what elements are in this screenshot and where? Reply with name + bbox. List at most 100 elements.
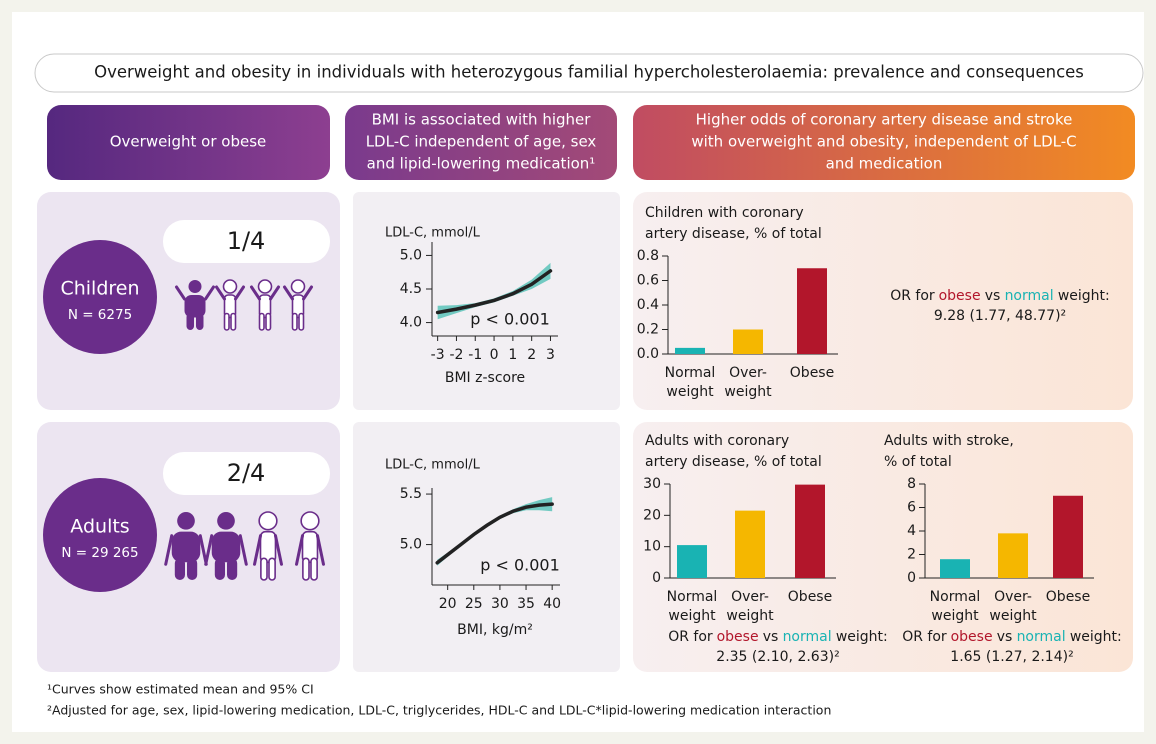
person-arm (269, 285, 280, 301)
header-text: with overweight and obesity, independent… (691, 133, 1076, 151)
y-tick-label: 5.0 (400, 247, 422, 263)
category-label: Normal (665, 365, 716, 381)
odds-ratio-word: weight: (836, 629, 888, 645)
fraction-pill (163, 452, 330, 495)
category-label: Over- (729, 365, 767, 381)
odds-ratio-word: weight: (1070, 629, 1122, 645)
category-label: Normal (930, 589, 981, 605)
person-body (258, 294, 272, 319)
person-arm (204, 285, 215, 301)
category-label: weight (989, 608, 1037, 624)
bar (677, 545, 707, 578)
person-leg (227, 558, 238, 580)
y-tick-label: 0 (907, 570, 916, 586)
y-tick-label: 4 (907, 523, 916, 539)
bar (675, 347, 705, 354)
y-tick-label: 2 (907, 547, 916, 563)
person-leg (258, 312, 265, 331)
x-tick-label: 2 (527, 347, 536, 363)
person-arm (175, 285, 186, 301)
person-head (177, 512, 195, 530)
x-tick-label: -2 (449, 347, 463, 363)
odds-ratio-value: 2.35 (2.10, 2.63)² (716, 649, 839, 665)
person-body (171, 531, 201, 563)
category-label: weight (931, 608, 979, 624)
category-label: Over- (731, 589, 769, 605)
y-tick-label: 0.2 (637, 322, 659, 338)
person-leg (298, 312, 305, 331)
odds-ratio-label: OR for obese vs normal weight: (668, 629, 888, 645)
x-tick-label: -1 (468, 347, 482, 363)
person-leg (310, 557, 318, 581)
header-box (633, 105, 1135, 180)
person-head (188, 280, 202, 293)
category-label: weight (726, 608, 774, 624)
person-head (300, 511, 320, 531)
chart-title: Adults with coronary (645, 433, 789, 449)
header-box (47, 105, 330, 180)
y-tick-label: 6 (907, 500, 916, 516)
person-leg (302, 557, 310, 581)
group-name: Children (60, 278, 139, 300)
person-leg (214, 558, 225, 580)
odds-ratio-word: weight: (1058, 288, 1110, 304)
person-arm (315, 534, 325, 566)
odds-ratio-word: OR for (890, 288, 935, 304)
person-body (291, 294, 305, 319)
group-circle (43, 240, 157, 354)
y-tick-label: 10 (643, 539, 661, 555)
mean-line (435, 502, 554, 565)
odds-ratio-word: vs (985, 288, 1001, 304)
person-head (258, 511, 278, 531)
person-leg (196, 313, 204, 330)
category-label: weight (668, 608, 716, 624)
group-name: Adults (70, 516, 129, 538)
bar (735, 510, 765, 578)
y-tick-label: 0.6 (637, 273, 659, 289)
x-tick-label: 25 (465, 596, 483, 612)
bar (795, 484, 825, 578)
person-body (223, 294, 237, 319)
fraction: 2/4 (227, 459, 266, 487)
y-tick-label: 0.0 (637, 346, 659, 362)
chart-title: artery disease, % of total (645, 454, 822, 470)
person-arm (238, 534, 248, 566)
person-leg (265, 312, 272, 331)
person-leg (230, 312, 237, 331)
category-label: weight (724, 384, 772, 400)
x-axis-label: BMI, kg/m² (457, 622, 533, 638)
odds-ratio-word: OR for (902, 629, 947, 645)
person-head (290, 279, 306, 294)
category-label: Normal (667, 589, 718, 605)
person-arm (295, 534, 305, 566)
person-head (257, 279, 273, 294)
odds-ratio-word: normal (1005, 288, 1054, 304)
person-arm (283, 285, 294, 301)
odds-ratio-word: obese (939, 288, 981, 304)
y-tick-label: 0.4 (637, 297, 659, 313)
header-text: and medication (826, 155, 943, 173)
chart-title: artery disease, % of total (645, 226, 822, 242)
row-panel-right (633, 192, 1133, 410)
bar (797, 268, 827, 354)
header-text: and lipid-lowering medication¹ (367, 155, 596, 173)
y-tick-label: 0.8 (637, 248, 659, 264)
person-arm (253, 534, 263, 566)
category-label: Over- (994, 589, 1032, 605)
person-arm (215, 285, 226, 301)
x-tick-label: 40 (543, 596, 561, 612)
y-tick-label: 5.5 (400, 486, 422, 502)
person-leg (291, 312, 298, 331)
y-tick-label: 0 (652, 570, 661, 586)
y-tick-label: 20 (643, 507, 661, 523)
category-label: Obese (788, 589, 832, 605)
header-text: BMI is associated with higher (372, 111, 592, 129)
person-leg (268, 557, 276, 581)
title: Overweight and obesity in individuals wi… (94, 63, 1084, 82)
x-tick-label: 35 (517, 596, 535, 612)
odds-ratio-word: normal (783, 629, 832, 645)
odds-ratio-label: OR for obese vs normal weight: (890, 288, 1110, 304)
group-n: N = 6275 (68, 307, 132, 323)
y-tick-label: 8 (907, 476, 916, 492)
